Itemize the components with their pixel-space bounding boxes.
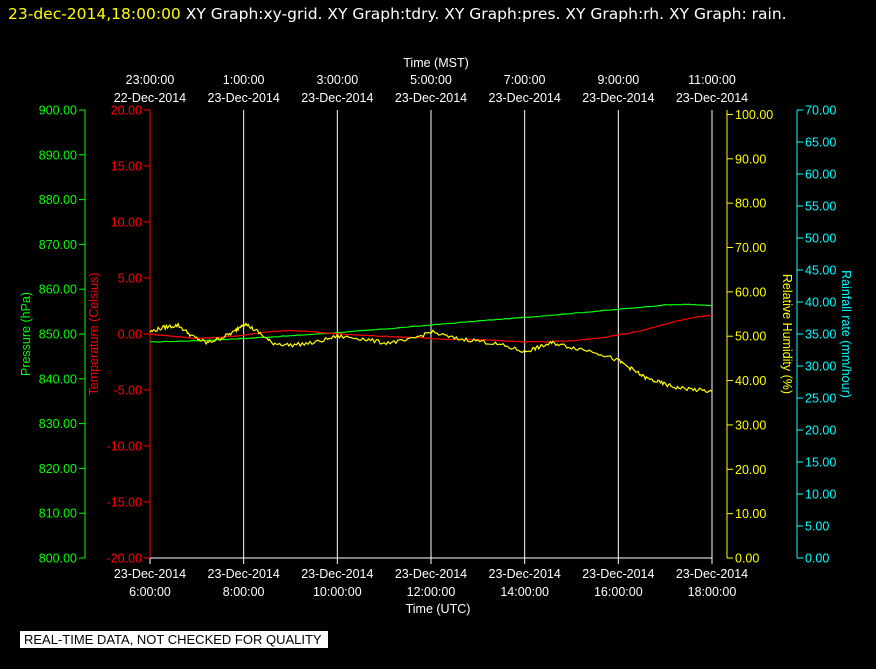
rain-tick-label: 0.00 [805, 552, 829, 566]
graph-list: XY Graph:xy-grid. XY Graph:tdry. XY Grap… [180, 5, 787, 23]
humidity-tick-label: 70.00 [735, 241, 766, 255]
humidity-tick-label: 40.00 [735, 374, 766, 388]
temperature-tick-label: 15.00 [111, 160, 142, 174]
bottom-tick-date: 23-Dec-2014 [489, 567, 561, 581]
quality-banner: REAL-TIME DATA, NOT CHECKED FOR QUALITY [20, 631, 328, 648]
rain-tick-label: 55.00 [805, 200, 836, 214]
top-tick-time: 3:00:00 [316, 73, 358, 87]
pressure-tick-label: 820.00 [39, 462, 77, 476]
top-tick-time: 5:00:00 [410, 73, 452, 87]
humidity-tick-label: 100.00 [735, 108, 773, 122]
rain-tick-label: 25.00 [805, 392, 836, 406]
top-tick-date: 23-Dec-2014 [582, 91, 654, 105]
pressure-tick-label: 830.00 [39, 417, 77, 431]
rain-tick-label: 70.00 [805, 104, 836, 118]
top-tick-date: 22-Dec-2014 [114, 91, 186, 105]
temperature-tick-label: -20.00 [107, 552, 142, 566]
bottom-tick-time: 16:00:00 [594, 585, 643, 599]
rain-tick-label: 60.00 [805, 168, 836, 182]
temperature-tick-label: 10.00 [111, 216, 142, 230]
graph-header: 23-dec-2014,18:00:00 XY Graph:xy-grid. X… [8, 2, 868, 26]
series-group [149, 303, 713, 394]
humidity-tick-label: 90.00 [735, 152, 766, 166]
axes: Time (MST) 23:00:00 22-Dec-2014 1:00:00 23-D… [19, 56, 853, 616]
temperature-axis-label: Temperature (Celsius) [87, 273, 101, 396]
temperature-tick-label: -10.00 [107, 440, 142, 454]
humidity-tick-label: 20.00 [735, 463, 766, 477]
humidity-tick-label: 60.00 [735, 285, 766, 299]
humidity-tick-label: 50.00 [735, 330, 766, 344]
bottom-tick-time: 18:00:00 [688, 585, 737, 599]
pressure-axis-label: Pressure (hPa) [19, 292, 33, 376]
bottom-tick-time: 8:00:00 [223, 585, 265, 599]
humidity-tick-label: 30.00 [735, 418, 766, 432]
bottom-tick-time: 10:00:00 [313, 585, 362, 599]
rain-tick-label: 10.00 [805, 488, 836, 502]
bottom-tick-date: 23-Dec-2014 [582, 567, 654, 581]
temperature-tick-label: 0.00 [118, 328, 142, 342]
bottom-tick-date: 23-Dec-2014 [301, 567, 373, 581]
rain-tick-label: 20.00 [805, 424, 836, 438]
rain-tick-label: 5.00 [805, 520, 829, 534]
top-tick-time: 1:00:00 [223, 73, 265, 87]
temperature-tick-label: 20.00 [111, 104, 142, 118]
bottom-tick-time: 12:00:00 [407, 585, 456, 599]
bottom-axis-title: Time (UTC) [406, 602, 471, 616]
top-tick-time: 7:00:00 [504, 73, 546, 87]
bottom-tick-time: 14:00:00 [500, 585, 549, 599]
temperature-tick-label: -5.00 [114, 384, 143, 398]
temperature-tick-label: -15.00 [107, 496, 142, 510]
pressure-tick-label: 810.00 [39, 507, 77, 521]
top-tick-date: 23-Dec-2014 [301, 91, 373, 105]
bottom-tick-date: 23-Dec-2014 [395, 567, 467, 581]
pressure-series-line [149, 303, 713, 343]
top-tick-date: 23-Dec-2014 [676, 91, 748, 105]
pressure-tick-label: 860.00 [39, 283, 77, 297]
pressure-tick-label: 840.00 [39, 372, 77, 386]
top-axis-title: Time (MST) [403, 56, 469, 70]
timestamp: 23-dec-2014,18:00:00 [8, 5, 181, 23]
humidity-tick-label: 80.00 [735, 197, 766, 211]
pressure-tick-label: 890.00 [39, 148, 77, 162]
pressure-tick-label: 850.00 [39, 328, 77, 342]
pressure-tick-label: 800.00 [39, 552, 77, 566]
rain-tick-label: 40.00 [805, 296, 836, 310]
rain-tick-label: 30.00 [805, 360, 836, 374]
humidity-tick-label: 10.00 [735, 507, 766, 521]
humidity-tick-label: 0.00 [735, 552, 759, 566]
rain-tick-label: 35.00 [805, 328, 836, 342]
top-tick-time: 23:00:00 [126, 73, 175, 87]
pressure-tick-label: 880.00 [39, 193, 77, 207]
pressure-tick-label: 900.00 [39, 104, 77, 118]
bottom-tick-date: 23-Dec-2014 [676, 567, 748, 581]
pressure-tick-label: 870.00 [39, 238, 77, 252]
top-tick-date: 23-Dec-2014 [208, 91, 280, 105]
humidity-series-line [149, 321, 713, 394]
bottom-tick-time: 6:00:00 [129, 585, 171, 599]
rain-axis-label: Rainfall rate (mm/hour) [839, 270, 853, 398]
temperature-tick-label: 5.00 [118, 272, 142, 286]
top-tick-time: 11:00:00 [688, 73, 736, 87]
rain-tick-label: 45.00 [805, 264, 836, 278]
rain-tick-label: 15.00 [805, 456, 836, 470]
humidity-axis-label: Relative Humidity (%) [780, 274, 794, 394]
rain-tick-label: 65.00 [805, 136, 836, 150]
rain-tick-label: 50.00 [805, 232, 836, 246]
top-tick-time: 9:00:00 [597, 73, 639, 87]
top-tick-date: 23-Dec-2014 [489, 91, 561, 105]
top-tick-date: 23-Dec-2014 [395, 91, 467, 105]
bottom-tick-date: 23-Dec-2014 [114, 567, 186, 581]
bottom-tick-date: 23-Dec-2014 [208, 567, 280, 581]
temperature-series-line [149, 314, 713, 343]
